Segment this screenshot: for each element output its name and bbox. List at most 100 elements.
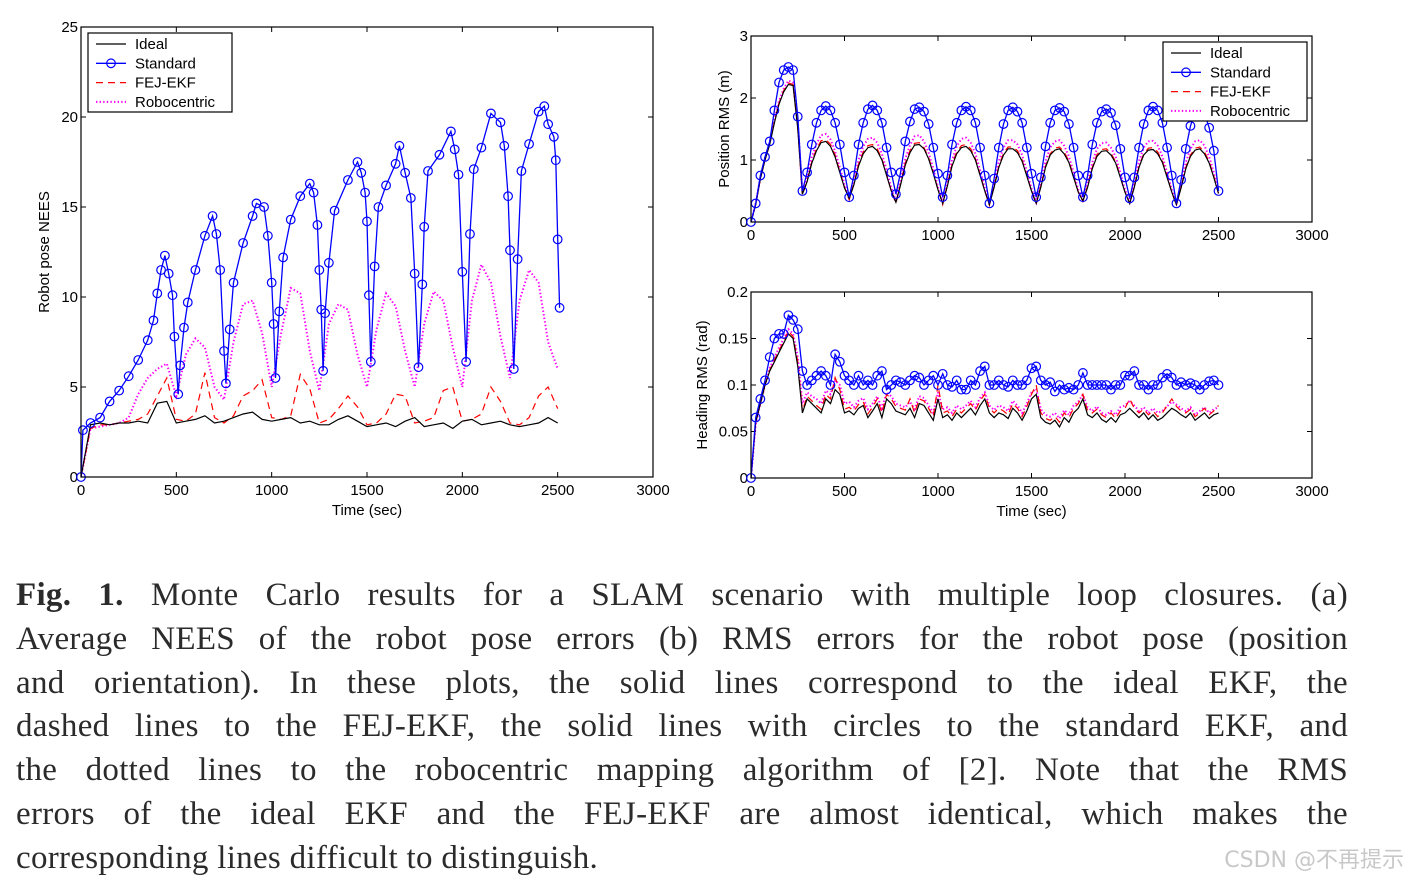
data-point-standard (1073, 380, 1084, 390)
data-point-standard (830, 349, 841, 360)
data-point-standard (1213, 186, 1224, 196)
data-point-standard (465, 229, 475, 239)
caption-line: the dotted lines to the robocentric mapp… (16, 752, 1348, 789)
x-tick-label: 500 (832, 483, 857, 500)
legend-label: Robocentric (1210, 103, 1291, 120)
data-point-standard (457, 266, 468, 277)
data-point-standard (895, 167, 906, 178)
data-point-standard (413, 362, 424, 373)
data-point-standard (881, 142, 892, 153)
data-point-standard (495, 117, 506, 128)
data-point-standard (979, 170, 990, 181)
y-tick-label: 0.2 (727, 284, 748, 301)
series-line-standard (751, 314, 1219, 478)
data-point-standard (1115, 380, 1126, 390)
x-tick-label: 2000 (1108, 483, 1141, 500)
data-point-standard (811, 117, 822, 128)
figure-caption: Fig. 1. Monte Carlo results for a SLAM s… (16, 574, 1348, 881)
data-point-standard (1166, 170, 1177, 181)
data-point-standard (947, 139, 957, 150)
legend-marker (106, 58, 116, 69)
data-point-standard (830, 117, 841, 128)
y-tick-label: 20 (61, 109, 78, 126)
data-point-standard (961, 384, 971, 395)
data-point-standard (886, 167, 897, 178)
x-tick-label: 500 (832, 227, 857, 244)
data-point-standard (1040, 141, 1051, 152)
data-point-standard (270, 373, 281, 383)
legend-marker (1181, 67, 1191, 78)
data-point-standard (1017, 117, 1028, 128)
data-point-standard (266, 277, 277, 288)
data-point-standard (329, 205, 340, 216)
data-point-standard (419, 221, 430, 232)
y-tick-label: 25 (61, 19, 78, 36)
data-point-standard (323, 257, 334, 268)
data-point-standard (1087, 139, 1098, 150)
data-point-standard (1208, 145, 1219, 156)
data-point-standard (167, 290, 178, 301)
data-point-standard (928, 142, 939, 153)
data-point-standard (802, 167, 812, 178)
data-point-standard (215, 265, 226, 275)
data-point-standard (1171, 198, 1182, 209)
data-point-standard (156, 265, 166, 275)
series-line-fej-ekf (81, 372, 559, 477)
data-point-standard (516, 166, 527, 176)
caption-text: Monte Carlo results for a SLAM scenario … (150, 577, 1348, 613)
data-point-standard (914, 372, 925, 383)
data-point-standard (975, 142, 985, 153)
y-tick-label: 0.1 (727, 377, 748, 394)
data-point-standard (1148, 380, 1158, 390)
caption-line: Average NEES of the robot pose errors (b… (16, 620, 1348, 657)
data-point-standard (224, 324, 235, 335)
data-point-standard (548, 131, 559, 142)
data-point-standard (453, 169, 464, 180)
data-point-standard (142, 335, 153, 346)
data-point-standard (159, 250, 170, 261)
y-tick-label: 0.05 (719, 424, 748, 441)
data-point-standard (552, 234, 563, 245)
data-point-standard (933, 380, 943, 390)
data-point-standard (308, 187, 319, 198)
data-point-standard (1110, 120, 1121, 131)
data-point-standard (343, 175, 353, 185)
data-point-standard (550, 155, 561, 166)
data-point-standard (1115, 143, 1126, 154)
data-point-standard (314, 265, 325, 275)
data-point-standard (1180, 380, 1191, 390)
data-point-standard (221, 378, 231, 389)
data-point-standard (998, 119, 1009, 129)
data-point-standard (449, 144, 460, 155)
data-point-standard (825, 105, 836, 116)
data-point-standard (839, 167, 850, 178)
data-point-standard (468, 164, 479, 175)
data-point-standard (1040, 380, 1051, 390)
data-point-standard (78, 425, 88, 436)
data-point-standard (1171, 380, 1182, 390)
data-point-standard (247, 211, 258, 221)
data-point-standard (858, 117, 869, 128)
data-point-standard (764, 352, 775, 363)
data-point-standard (1059, 106, 1070, 117)
data-point-standard (853, 139, 864, 150)
data-point-standard (539, 101, 550, 112)
x-tick-label: 1500 (1015, 227, 1048, 244)
data-point-standard (182, 297, 193, 308)
data-point-standard (1204, 376, 1215, 387)
data-point-standard (1120, 172, 1130, 183)
legend-box (87, 32, 233, 113)
series-line-ideal (81, 400, 558, 477)
data-point-standard (1106, 107, 1116, 118)
data-point-standard (352, 157, 363, 167)
data-point-standard (937, 368, 948, 379)
data-point-standard (228, 277, 239, 288)
data-point-standard (1012, 106, 1023, 117)
data-point-standard (788, 65, 798, 75)
legend: Ideal Standard FEJ-EKF Robocentric (87, 32, 233, 113)
data-point-standard (1204, 122, 1215, 133)
data-point-standard (1087, 380, 1098, 390)
data-point-standard (409, 268, 420, 279)
series-line-robocentric (751, 327, 1219, 478)
